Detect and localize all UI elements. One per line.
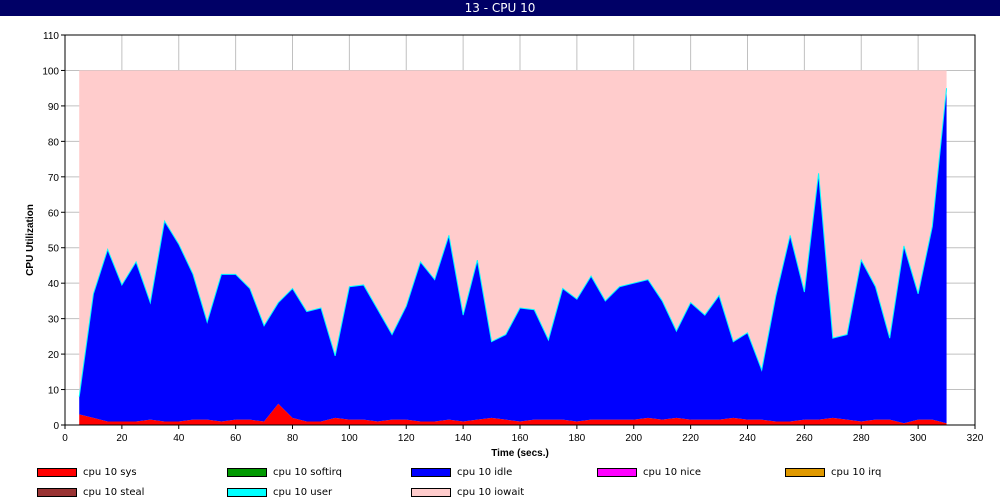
legend-item: cpu 10 steal <box>37 485 144 499</box>
area-series-cpu-10-idle <box>79 88 947 424</box>
legend-swatch <box>227 467 267 477</box>
legend-item: cpu 10 sys <box>37 465 137 479</box>
cpu-utilization-chart: 0 20 40 60 80 100 120 140 160 180 200 220 240 260 280 3… <box>25 31 984 459</box>
y-tick-label: 70 <box>48 173 60 184</box>
x-tick-label: 180 <box>569 433 586 444</box>
legend-label: cpu 10 nice <box>643 466 702 478</box>
area-series-cpu-10-sys <box>79 403 947 425</box>
legend-item: cpu 10 irq <box>785 465 881 479</box>
legend-label: cpu 10 user <box>273 486 333 498</box>
y-tick-label: 20 <box>48 350 60 361</box>
legend-label: cpu 10 sys <box>83 466 137 478</box>
y-tick-label: 80 <box>48 137 60 148</box>
y-tick-label: 0 <box>53 421 59 432</box>
stacked-areas <box>78 70 948 425</box>
axes: 0 20 40 60 80 100 120 140 160 180 200 220 240 260 280 3… <box>42 31 983 444</box>
legend-item: cpu 10 softirq <box>227 465 342 479</box>
legend-item: cpu 10 iowait <box>411 485 524 499</box>
chart-title: 13 - CPU 10 <box>464 1 536 15</box>
legend-swatch <box>37 467 77 477</box>
x-tick-label: 240 <box>739 433 756 444</box>
legend-swatch <box>411 487 451 497</box>
user-series-line <box>78 88 948 397</box>
x-tick-label: 0 <box>62 433 68 444</box>
y-tick-label: 50 <box>48 244 60 255</box>
x-tick-label: 220 <box>682 433 699 444</box>
y-axis-label: CPU Utilization <box>25 204 36 276</box>
legend-swatch <box>227 487 267 497</box>
legend-item: cpu 10 idle <box>411 465 512 479</box>
x-tick-label: 100 <box>341 433 358 444</box>
legend-label: cpu 10 steal <box>83 486 145 498</box>
x-tick-label: 140 <box>455 433 472 444</box>
legend-label: cpu 10 softirq <box>273 466 342 478</box>
y-tick-label: 90 <box>48 102 60 113</box>
x-tick-label: 160 <box>512 433 529 444</box>
y-tick-label: 100 <box>42 66 59 77</box>
legend-label: cpu 10 iowait <box>457 486 525 498</box>
area-series-cpu-10-iowait <box>79 70 947 397</box>
x-tick-label: 200 <box>625 433 642 444</box>
legend-item: cpu 10 nice <box>597 465 701 479</box>
x-tick-label: 300 <box>910 433 927 444</box>
y-tick-label: 110 <box>43 31 59 42</box>
legend-label: cpu 10 irq <box>831 466 882 478</box>
x-tick-label: 40 <box>173 433 185 444</box>
x-tick-label: 20 <box>116 433 128 444</box>
legend-swatch <box>37 487 77 497</box>
chart-legend: cpu 10 sys cpu 10 softirq cpu 10 idle cpu 1… <box>0 462 1000 504</box>
y-tick-label: 40 <box>48 279 60 290</box>
y-tick-label: 30 <box>48 315 60 326</box>
y-tick-label: 10 <box>48 386 60 397</box>
legend-swatch <box>597 467 637 477</box>
x-axis-label: Time (secs.) <box>491 448 549 459</box>
legend-item: cpu 10 user <box>227 485 332 499</box>
x-tick-label: 120 <box>398 433 415 444</box>
x-tick-label: 260 <box>796 433 813 444</box>
legend-swatch <box>785 467 825 477</box>
y-tick-label: 60 <box>48 208 60 219</box>
x-tick-label: 320 <box>967 433 984 444</box>
legend-swatch <box>411 467 451 477</box>
x-tick-label: 80 <box>287 433 299 444</box>
chart-title-bar: 13 - CPU 10 <box>0 0 1000 16</box>
legend-label: cpu 10 idle <box>457 466 513 478</box>
x-tick-label: 280 <box>853 433 870 444</box>
x-tick-label: 60 <box>230 433 242 444</box>
